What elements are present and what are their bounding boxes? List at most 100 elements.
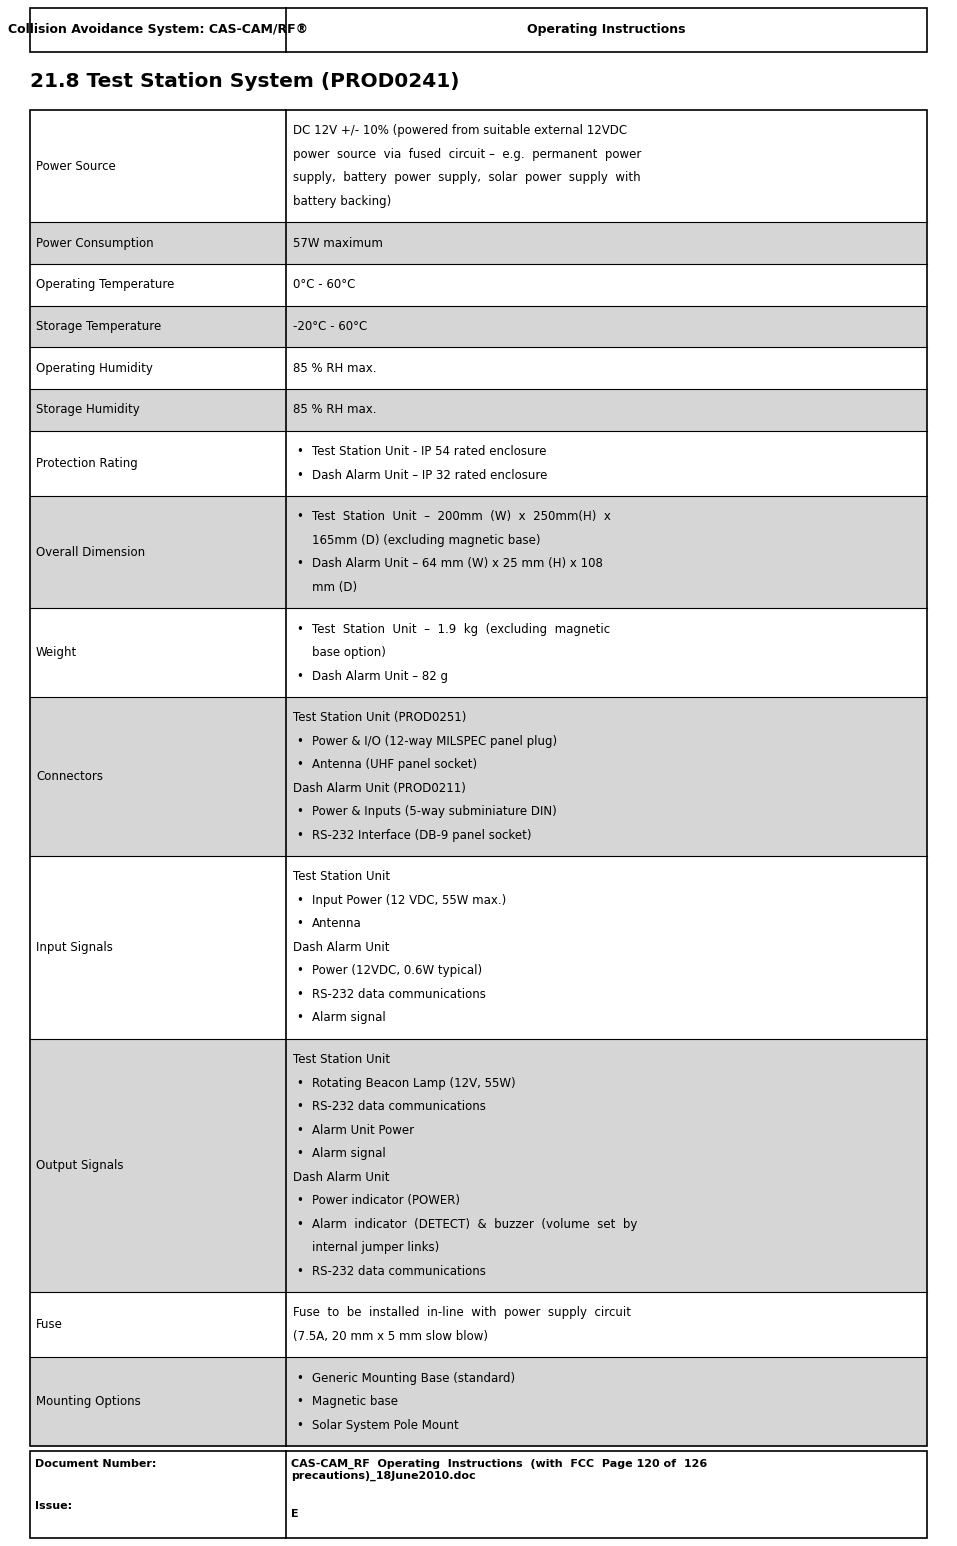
Text: Protection Rating: Protection Rating	[36, 456, 138, 470]
Text: Input Signals: Input Signals	[36, 942, 113, 954]
Text: Power & I/O (12-way MILSPEC panel plug): Power & I/O (12-way MILSPEC panel plug)	[312, 734, 557, 748]
Text: Test Station Unit: Test Station Unit	[293, 1053, 389, 1067]
Text: Power Consumption: Power Consumption	[36, 237, 154, 249]
Text: Input Power (12 VDC, 55W max.): Input Power (12 VDC, 55W max.)	[312, 894, 506, 908]
Text: •: •	[297, 805, 303, 818]
Text: •: •	[297, 965, 303, 977]
Text: Output Signals: Output Signals	[36, 1160, 123, 1172]
Text: mm (D): mm (D)	[312, 581, 357, 594]
Text: •: •	[297, 1218, 303, 1231]
Bar	[30, 110, 927, 1446]
Bar	[30, 306, 927, 348]
Text: Alarm signal: Alarm signal	[312, 1147, 386, 1160]
Text: RS-232 data communications: RS-232 data communications	[312, 1265, 485, 1277]
Bar	[30, 1357, 927, 1446]
Text: •: •	[297, 1194, 303, 1207]
Text: •: •	[297, 1147, 303, 1160]
Bar	[30, 1452, 927, 1538]
Text: Alarm Unit Power: Alarm Unit Power	[312, 1124, 413, 1136]
Text: RS-232 Interface (DB-9 panel socket): RS-232 Interface (DB-9 panel socket)	[312, 829, 531, 841]
Text: Operating Temperature: Operating Temperature	[36, 278, 174, 291]
Text: supply,  battery  power  supply,  solar  power  supply  with: supply, battery power supply, solar powe…	[293, 172, 640, 184]
Text: •: •	[297, 1124, 303, 1136]
Text: Operating Instructions: Operating Instructions	[527, 23, 685, 37]
Text: •: •	[297, 510, 303, 523]
Bar	[30, 697, 927, 856]
Text: •: •	[297, 445, 303, 458]
Text: Dash Alarm Unit (PROD0211): Dash Alarm Unit (PROD0211)	[293, 782, 465, 795]
Text: 57W maximum: 57W maximum	[293, 237, 383, 249]
Text: Antenna: Antenna	[312, 917, 362, 931]
Text: Generic Mounting Base (standard): Generic Mounting Base (standard)	[312, 1371, 515, 1385]
Bar	[30, 496, 927, 608]
Text: Dash Alarm Unit – 64 mm (W) x 25 mm (H) x 108: Dash Alarm Unit – 64 mm (W) x 25 mm (H) …	[312, 557, 603, 570]
Text: RS-232 data communications: RS-232 data communications	[312, 1101, 485, 1113]
Text: Test Station Unit: Test Station Unit	[293, 870, 389, 883]
Text: Rotating Beacon Lamp (12V, 55W): Rotating Beacon Lamp (12V, 55W)	[312, 1076, 515, 1090]
Bar	[30, 223, 927, 264]
Text: Dash Alarm Unit: Dash Alarm Unit	[293, 1170, 389, 1184]
Text: Solar System Pole Mount: Solar System Pole Mount	[312, 1419, 458, 1432]
Text: 85 % RH max.: 85 % RH max.	[293, 362, 376, 374]
Text: •: •	[297, 623, 303, 635]
Text: Power indicator (POWER): Power indicator (POWER)	[312, 1194, 459, 1207]
Text: Document Number:: Document Number:	[35, 1459, 156, 1469]
Text: Power Source: Power Source	[36, 159, 116, 173]
Text: Test Station Unit - IP 54 rated enclosure: Test Station Unit - IP 54 rated enclosur…	[312, 445, 546, 458]
Text: •: •	[297, 1371, 303, 1385]
Text: •: •	[297, 829, 303, 841]
Text: Storage Humidity: Storage Humidity	[36, 404, 140, 416]
Text: Test  Station  Unit  –  1.9  kg  (excluding  magnetic: Test Station Unit – 1.9 kg (excluding ma…	[312, 623, 610, 635]
Text: •: •	[297, 917, 303, 931]
Text: Test Station Unit (PROD0251): Test Station Unit (PROD0251)	[293, 711, 466, 724]
Text: Alarm signal: Alarm signal	[312, 1011, 386, 1025]
Text: 0°C - 60°C: 0°C - 60°C	[293, 278, 355, 291]
Text: Test  Station  Unit  –  200mm  (W)  x  250mm(H)  x: Test Station Unit – 200mm (W) x 250mm(H)…	[312, 510, 611, 523]
Text: E: E	[291, 1509, 299, 1520]
Text: Alarm  indicator  (DETECT)  &  buzzer  (volume  set  by: Alarm indicator (DETECT) & buzzer (volum…	[312, 1218, 637, 1231]
Text: Overall Dimension: Overall Dimension	[36, 546, 145, 558]
Text: CAS-CAM_RF  Operating  Instructions  (with  FCC  Page 120 of  126
precautions)_1: CAS-CAM_RF Operating Instructions (with …	[291, 1459, 707, 1481]
Text: Storage Temperature: Storage Temperature	[36, 320, 161, 332]
Bar	[30, 390, 927, 431]
Text: Antenna (UHF panel socket): Antenna (UHF panel socket)	[312, 758, 477, 771]
Text: internal jumper links): internal jumper links)	[312, 1241, 439, 1254]
Text: •: •	[297, 468, 303, 482]
Text: •: •	[297, 734, 303, 748]
Text: •: •	[297, 1419, 303, 1432]
Text: (7.5A, 20 mm x 5 mm slow blow): (7.5A, 20 mm x 5 mm slow blow)	[293, 1330, 488, 1343]
Text: Dash Alarm Unit: Dash Alarm Unit	[293, 942, 389, 954]
Text: Magnetic base: Magnetic base	[312, 1394, 398, 1408]
Text: Power & Inputs (5-way subminiature DIN): Power & Inputs (5-way subminiature DIN)	[312, 805, 556, 818]
Text: Weight: Weight	[36, 646, 78, 659]
Text: Dash Alarm Unit – 82 g: Dash Alarm Unit – 82 g	[312, 669, 448, 682]
Text: Power (12VDC, 0.6W typical): Power (12VDC, 0.6W typical)	[312, 965, 481, 977]
Text: •: •	[297, 1394, 303, 1408]
Text: 21.8 Test Station System (PROD0241): 21.8 Test Station System (PROD0241)	[30, 73, 459, 91]
Text: -20°C - 60°C: -20°C - 60°C	[293, 320, 367, 332]
Text: DC 12V +/- 10% (powered from suitable external 12VDC: DC 12V +/- 10% (powered from suitable ex…	[293, 124, 627, 138]
Text: Operating Humidity: Operating Humidity	[36, 362, 153, 374]
Text: •: •	[297, 1265, 303, 1277]
Text: power  source  via  fused  circuit –  e.g.  permanent  power: power source via fused circuit – e.g. pe…	[293, 148, 641, 161]
Bar	[30, 1039, 927, 1292]
Text: •: •	[297, 1076, 303, 1090]
Text: Fuse  to  be  installed  in-line  with  power  supply  circuit: Fuse to be installed in-line with power …	[293, 1306, 631, 1319]
Text: Dash Alarm Unit – IP 32 rated enclosure: Dash Alarm Unit – IP 32 rated enclosure	[312, 468, 547, 482]
Bar	[30, 8, 927, 53]
Text: RS-232 data communications: RS-232 data communications	[312, 988, 485, 1000]
Text: battery backing): battery backing)	[293, 195, 390, 207]
Text: Mounting Options: Mounting Options	[36, 1394, 141, 1408]
Text: •: •	[297, 988, 303, 1000]
Text: •: •	[297, 669, 303, 682]
Text: •: •	[297, 557, 303, 570]
Text: 165mm (D) (excluding magnetic base): 165mm (D) (excluding magnetic base)	[312, 533, 540, 547]
Text: •: •	[297, 1101, 303, 1113]
Text: •: •	[297, 758, 303, 771]
Text: base option): base option)	[312, 646, 386, 659]
Text: Connectors: Connectors	[36, 770, 103, 782]
Text: •: •	[297, 1011, 303, 1025]
Text: •: •	[297, 894, 303, 908]
Text: 85 % RH max.: 85 % RH max.	[293, 404, 376, 416]
Text: Fuse: Fuse	[36, 1319, 63, 1331]
